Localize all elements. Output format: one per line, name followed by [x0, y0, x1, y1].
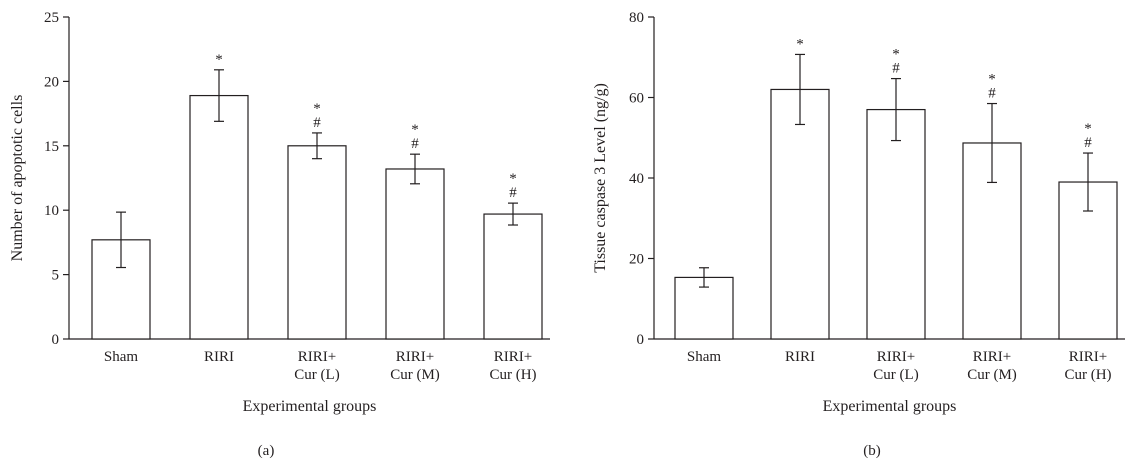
y-axis-label: Number of apoptotic cells — [9, 95, 26, 262]
bar — [287, 145, 347, 340]
bar — [483, 213, 543, 340]
significance-hash: # — [892, 61, 900, 77]
significance-hash: # — [988, 86, 996, 102]
significance-star: * — [1084, 121, 1092, 137]
category-label: RIRI — [785, 349, 815, 365]
significance-hash: # — [313, 115, 321, 131]
category-label: Sham — [687, 349, 722, 365]
bar — [674, 276, 734, 340]
category-label: RIRI — [204, 349, 234, 365]
significance-star: * — [313, 101, 321, 117]
significance-star: * — [892, 47, 900, 63]
significance-hash: # — [1084, 135, 1092, 151]
category-label: RIRI+ Cur (M) — [390, 349, 440, 383]
y-tick-label: 80 — [629, 10, 644, 26]
y-tick-label: 0 — [637, 332, 645, 348]
y-tick-label: 25 — [44, 10, 59, 26]
category-label: RIRI+ Cur (M) — [967, 349, 1017, 383]
bar — [770, 88, 830, 340]
panel-label: (b) — [863, 443, 881, 459]
y-axis-label: Tissue caspase 3 Level (ng/g) — [592, 83, 609, 273]
y-tick-label: 0 — [52, 332, 60, 348]
significance-star: * — [509, 171, 517, 187]
y-tick-label: 40 — [629, 171, 644, 187]
y-tick-label: 15 — [44, 139, 59, 155]
x-axis-label: Experimental groups — [243, 398, 377, 415]
y-tick-label: 5 — [52, 268, 60, 284]
bar — [189, 94, 249, 340]
y-tick-label: 20 — [44, 74, 59, 90]
bar — [385, 168, 445, 340]
y-tick-label: 10 — [44, 203, 59, 219]
significance-hash: # — [509, 185, 517, 201]
category-label: RIRI+ Cur (H) — [1064, 349, 1111, 383]
panel-label: (a) — [258, 443, 275, 459]
category-label: RIRI+ Cur (L) — [873, 349, 918, 383]
significance-star: * — [411, 122, 419, 138]
x-axis-label: Experimental groups — [823, 398, 957, 415]
bar — [866, 108, 926, 340]
significance-star: * — [215, 52, 223, 68]
category-label: RIRI+ Cur (H) — [489, 349, 536, 383]
significance-star: * — [796, 36, 804, 52]
y-tick-label: 20 — [629, 252, 644, 268]
significance-star: * — [988, 72, 996, 88]
y-tick-label: 60 — [629, 91, 644, 107]
category-label: RIRI+ Cur (L) — [294, 349, 339, 383]
category-label: Sham — [104, 349, 139, 365]
significance-hash: # — [411, 136, 419, 152]
